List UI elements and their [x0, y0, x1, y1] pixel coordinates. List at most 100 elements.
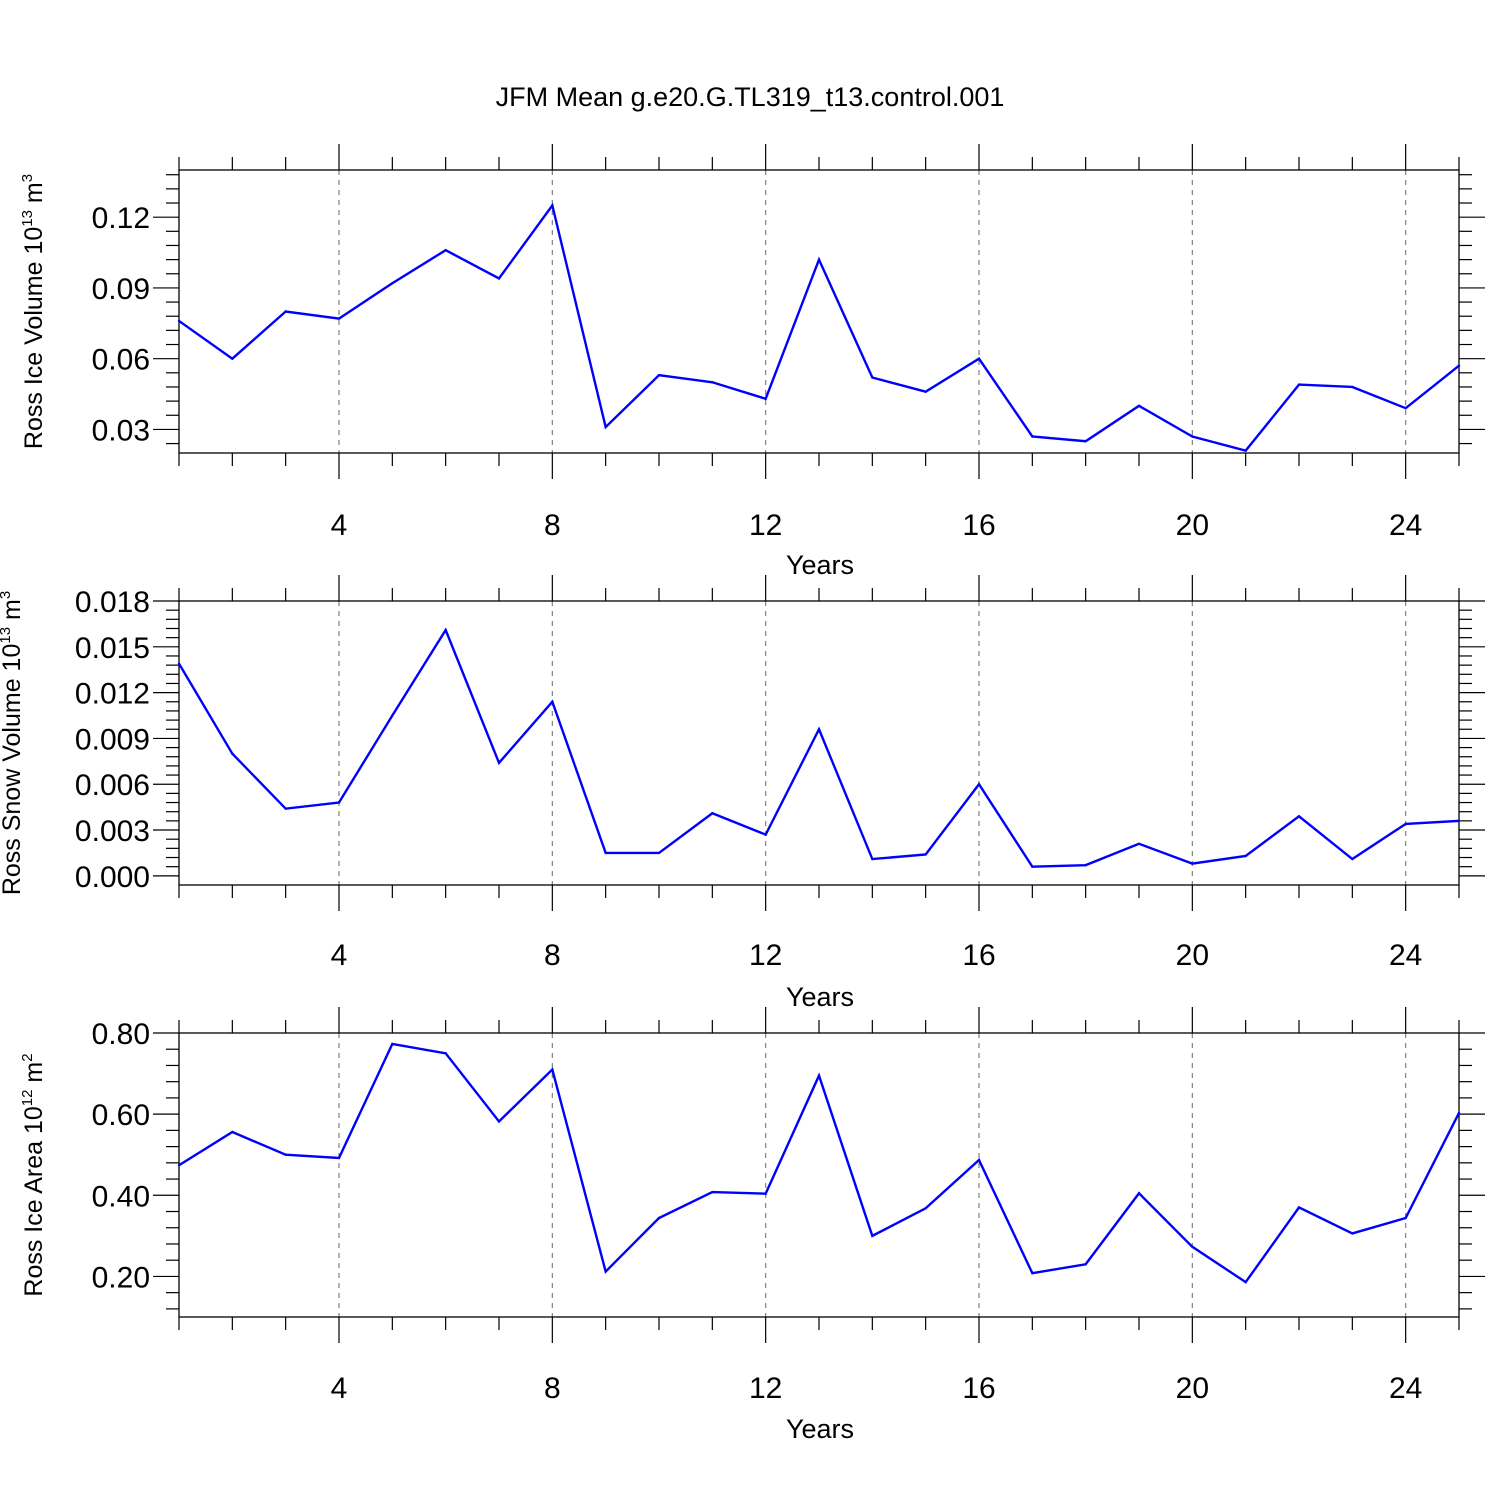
y-axis-label-text: m — [0, 599, 26, 627]
x-tick-label: 12 — [749, 939, 782, 972]
y-tick-label: 0.80 — [92, 1018, 150, 1051]
data-point — [284, 807, 287, 810]
x-tick-label: 20 — [1176, 509, 1209, 542]
data-point — [444, 628, 447, 632]
data-point — [444, 248, 447, 252]
x-tick-label: 12 — [749, 1372, 782, 1405]
data-point — [1244, 854, 1247, 858]
data-point — [711, 381, 714, 384]
data-point — [1084, 440, 1087, 443]
x-tick-label: 4 — [331, 939, 348, 972]
data-point — [1191, 1245, 1194, 1249]
y-tick-label: 0.60 — [92, 1099, 150, 1132]
y-tick-label: 0.12 — [92, 202, 150, 235]
x-tick-label: 12 — [749, 509, 782, 542]
data-point — [817, 258, 821, 261]
y-tick-label: 0.09 — [92, 273, 150, 306]
y-tick-label: 0.009 — [75, 723, 150, 756]
data-point — [977, 1158, 981, 1162]
data-point — [1404, 406, 1407, 410]
y-axis-label: Ross Ice Volume 1013 m3 — [19, 174, 48, 449]
data-point — [337, 1156, 341, 1160]
data-point — [1137, 1192, 1141, 1195]
panel-1: 0.03 0.06 0.09 0.12 4 8 12 16 20 24 Years Ross Ice … — [19, 144, 1485, 580]
data-point — [497, 277, 501, 280]
data-point — [1457, 819, 1461, 823]
data-point — [924, 390, 927, 393]
data-point — [871, 376, 874, 379]
y-axis-label-text: Ross Ice Area 10 — [20, 1106, 48, 1296]
y-axis-label-text: Ross Ice Volume 10 — [20, 227, 48, 449]
data-point — [1351, 1232, 1354, 1235]
data-point — [551, 1068, 554, 1071]
data-point — [1404, 1216, 1407, 1220]
data-point — [1084, 1263, 1087, 1266]
data-point — [1244, 449, 1247, 452]
data-point — [817, 728, 821, 731]
data-point — [1031, 865, 1034, 868]
data-point — [177, 1164, 181, 1167]
data-point — [1457, 364, 1461, 367]
x-tick-label: 16 — [962, 509, 995, 542]
y-tick-label: 0.40 — [92, 1180, 150, 1213]
data-point — [497, 1120, 501, 1123]
data-point — [604, 851, 607, 855]
data-point — [924, 853, 927, 856]
data-point — [1404, 822, 1407, 826]
y-axis-label-superscript: 3 — [0, 591, 14, 599]
y-axis-label-superscript: 12 — [19, 1090, 36, 1107]
data-point — [231, 1130, 234, 1134]
data-point — [764, 397, 767, 400]
y-tick-label: 0.06 — [92, 344, 150, 377]
y-tick-label: 0.018 — [75, 586, 150, 619]
y-tick-label: 0.012 — [75, 678, 150, 711]
y-axis-label-text: Ross Snow Volume 10 — [0, 644, 26, 896]
data-point — [391, 714, 394, 717]
data-point — [1351, 385, 1354, 389]
y-axis-label-superscript: 2 — [19, 1053, 36, 1061]
y-axis-label-text: m — [20, 1062, 48, 1090]
data-point — [284, 1153, 287, 1156]
data-point — [977, 783, 981, 786]
y-tick-label: 0.006 — [75, 769, 150, 802]
y-axis-label-superscript: 13 — [19, 210, 36, 227]
data-point — [1084, 863, 1087, 867]
data-point — [657, 373, 661, 377]
panel-3: 0.20 0.40 0.60 0.80 4 8 12 16 20 24 Years Ross Ice … — [19, 1007, 1485, 1444]
data-point — [604, 1270, 607, 1273]
y-tick-label: 0.20 — [92, 1261, 150, 1294]
x-tick-label: 8 — [544, 1372, 561, 1405]
data-point — [604, 425, 607, 429]
x-tick-label: 16 — [962, 1372, 995, 1405]
y-axis-label: Ross Ice Area 1012 m2 — [19, 1053, 48, 1296]
x-tick-label: 8 — [544, 509, 561, 542]
data-point — [817, 1074, 821, 1077]
data-point — [1297, 815, 1301, 818]
x-tick-label: 24 — [1389, 1372, 1422, 1405]
x-tick-label: 4 — [331, 1372, 348, 1405]
data-point — [764, 833, 767, 836]
x-tick-label: 20 — [1176, 939, 1209, 972]
y-axis-label-superscript: 3 — [19, 174, 36, 182]
data-point — [337, 317, 341, 320]
data-point — [871, 1234, 874, 1238]
x-tick-label: 4 — [331, 509, 348, 542]
data-point — [977, 357, 981, 360]
data-point — [871, 857, 874, 861]
data-point — [1031, 1271, 1034, 1275]
y-tick-label: 0.03 — [92, 414, 150, 447]
x-tick-label: 20 — [1176, 1372, 1209, 1405]
data-point — [711, 812, 714, 815]
y-tick-label: 0.000 — [75, 861, 150, 894]
data-point — [1191, 435, 1194, 438]
x-axis-label: Years — [786, 982, 854, 1012]
y-tick-label: 0.003 — [75, 815, 150, 848]
x-tick-label: 24 — [1389, 509, 1422, 542]
y-axis-label: Ross Snow Volume 1013 m3 — [0, 591, 26, 895]
data-point — [551, 204, 554, 207]
data-point — [1137, 404, 1141, 408]
x-tick-label: 16 — [962, 939, 995, 972]
data-point — [1137, 842, 1141, 845]
